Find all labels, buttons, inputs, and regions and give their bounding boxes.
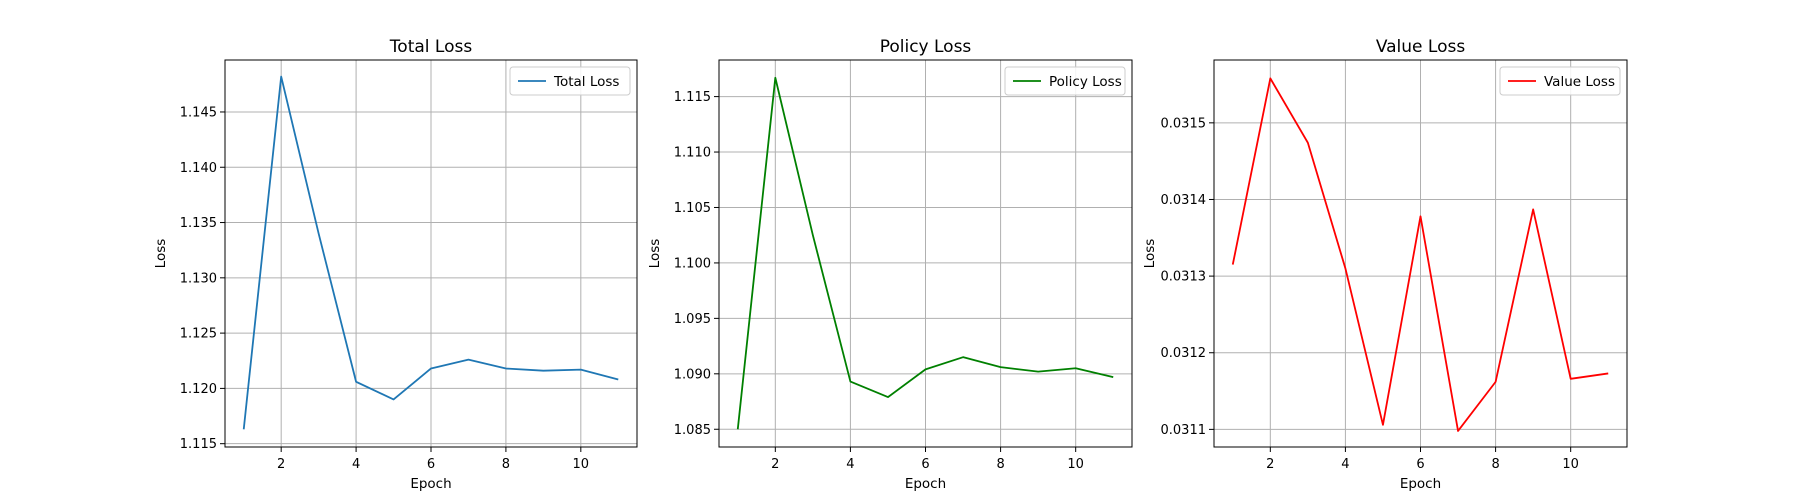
y-tick-label: 0.0312 [1161, 346, 1207, 361]
y-tick-label: 0.0311 [1161, 423, 1207, 438]
chart-panel-2: 2 4 6 8 10 1.085 1.090 1.095 1.100 1.105 1.110 1.11… [647, 37, 1133, 492]
y-tick-label: 0.0314 [1161, 193, 1207, 208]
x-tick-label: 8 [996, 457, 1004, 472]
series-line [242, 75, 619, 430]
y-tick-label: 1.095 [674, 312, 711, 327]
chart-title: Policy Loss [880, 37, 972, 57]
legend-label: Value Loss [1544, 74, 1615, 90]
y-tick-label: 1.140 [180, 161, 217, 176]
y-tick-label: 1.105 [674, 201, 711, 216]
legend: Policy Loss [1004, 66, 1126, 96]
y-tick-label: 0.0315 [1161, 116, 1207, 131]
chart-panel-3: 2 4 6 8 10 0.0311 0.0312 0.0313 0.0314 0.0315 Valu… [1142, 37, 1628, 492]
x-tick-label: 6 [427, 457, 435, 472]
y-tick-label: 1.130 [180, 271, 217, 286]
x-tick-label: 2 [1266, 457, 1274, 472]
y-tick-label: 1.115 [674, 90, 711, 105]
x-tick-label: 8 [1491, 457, 1499, 472]
legend-label: Total Loss [553, 74, 619, 90]
y-axis-label: Loss [153, 239, 169, 269]
x-tick-label: 10 [1562, 457, 1579, 472]
x-axis-label: Epoch [905, 476, 946, 492]
y-tick-label: 1.145 [180, 105, 217, 120]
x-tick-label: 4 [846, 457, 854, 472]
chart-title: Total Loss [389, 37, 473, 57]
y-tick-label: 1.115 [180, 437, 217, 452]
x-axis-label: Epoch [1400, 476, 1441, 492]
x-tick-label: 6 [1416, 457, 1424, 472]
x-tick-label: 8 [502, 457, 510, 472]
y-tick-label: 1.100 [674, 256, 711, 271]
x-tick-label: 4 [352, 457, 360, 472]
legend: Value Loss [1499, 66, 1621, 96]
y-axis-label: Loss [1142, 239, 1158, 269]
y-axis-label: Loss [647, 239, 663, 269]
chart-panel-1: 2 4 6 8 10 1.115 1.120 1.125 1.130 1.135 1.140 1.14… [153, 37, 638, 492]
series-line [1231, 77, 1609, 432]
x-axis-label: Epoch [410, 476, 451, 492]
y-tick-label: 1.090 [674, 367, 711, 382]
y-tick-label: 1.120 [180, 382, 217, 397]
legend-box [1004, 66, 1126, 96]
legend-box [1499, 66, 1621, 96]
chart-title: Value Loss [1376, 37, 1466, 57]
x-tick-label: 6 [921, 457, 929, 472]
x-tick-label: 10 [1067, 457, 1084, 472]
x-tick-label: 2 [277, 457, 285, 472]
legend-label: Policy Loss [1049, 74, 1122, 90]
x-tick-label: 2 [771, 457, 779, 472]
series-line [736, 76, 1114, 430]
y-tick-label: 1.125 [180, 327, 217, 342]
y-tick-label: 1.110 [674, 146, 711, 161]
x-tick-label: 4 [1341, 457, 1349, 472]
y-tick-label: 1.135 [180, 216, 217, 231]
y-tick-label: 0.0313 [1161, 270, 1207, 285]
x-tick-label: 10 [573, 457, 590, 472]
legend: Total Loss [509, 66, 631, 96]
y-tick-label: 1.085 [674, 423, 711, 438]
legend-box [509, 66, 631, 96]
